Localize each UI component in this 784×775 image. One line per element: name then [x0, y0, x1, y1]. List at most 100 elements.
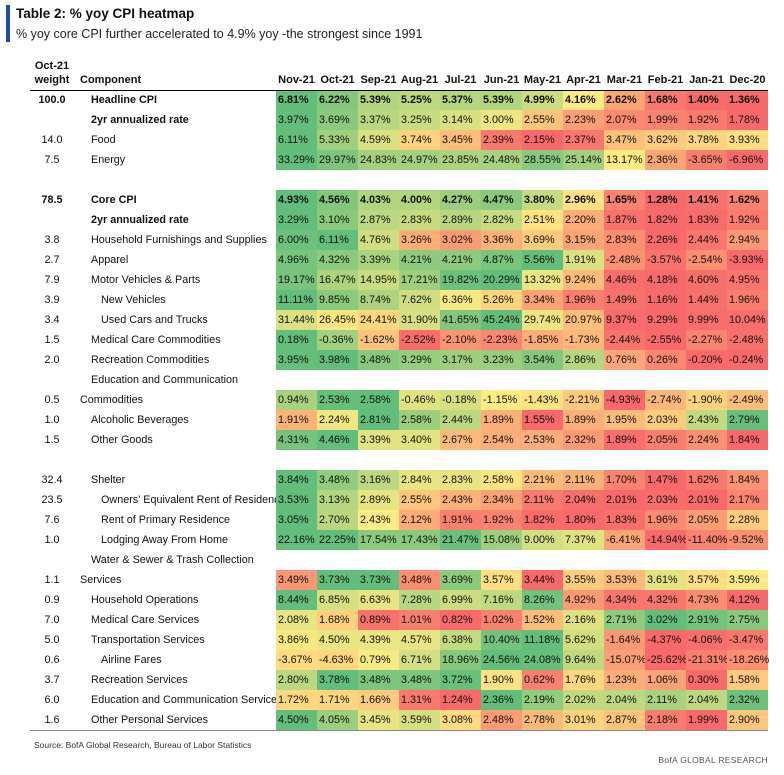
header-rule: [30, 90, 768, 91]
month-header: Dec-20: [729, 74, 766, 86]
row-weight: 1.6: [44, 714, 60, 726]
heatmap-cell: 3.86%: [276, 630, 317, 650]
row-weight: [30, 370, 74, 390]
footer-brand: BofA GLOBAL RESEARCH: [658, 755, 768, 765]
row-label: Food: [91, 134, 116, 146]
heatmap-cell: 4.50%: [276, 710, 317, 730]
heatmap-cell: 1.90%: [481, 670, 522, 690]
heatmap-cell: 26.45%: [317, 310, 358, 330]
heatmap-cell: 1.66%: [358, 690, 399, 710]
heatmap-cell: 3.61%: [645, 570, 686, 590]
heatmap-cell: 17.54%: [358, 530, 399, 550]
heatmap-cell: 1.55%: [522, 410, 563, 430]
heatmap-cell: 29.97%: [317, 150, 358, 170]
heatmap-cell: 9.29%: [645, 310, 686, 330]
heatmap-cell: 1.70%: [604, 470, 645, 490]
heatmap-cell: 6.38%: [440, 630, 481, 650]
heatmap-cell: 1.47%: [645, 470, 686, 490]
heatmap-cell: 2.53%: [317, 390, 358, 410]
row-label: Recreation Commodities: [91, 354, 210, 366]
heatmap-cell: -4.06%: [686, 630, 727, 650]
row-weight: 1.5: [44, 434, 60, 446]
table-row: 5.0 Transportation Services 3.86% 4.50% 4.39…: [30, 630, 768, 650]
heatmap-cell: 4.56%: [317, 190, 358, 210]
heatmap-cell: 19.82%: [440, 270, 481, 290]
heatmap-cell: -4.63%: [317, 650, 358, 670]
heatmap-cell: 3.14%: [440, 110, 481, 130]
heatmap-cell: 2.80%: [276, 670, 317, 690]
heatmap-cell: 24.48%: [481, 150, 522, 170]
heatmap-cell: 3.10%: [317, 210, 358, 230]
row-label: Commodities: [80, 394, 143, 406]
row-weight: 6.0: [44, 694, 60, 706]
heatmap-cell: 1.91%: [563, 250, 604, 270]
heatmap-cell: 3.48%: [358, 670, 399, 690]
heatmap-cell: 2.90%: [727, 710, 768, 730]
heatmap-cell: 1.82%: [522, 510, 563, 530]
table-row: 3.8 Household Furnishings and Supplies 6.0…: [30, 230, 768, 250]
heatmap-cell: 5.37%: [440, 90, 481, 110]
heatmap-cell: 1.83%: [686, 210, 727, 230]
heatmap-cell: 1.96%: [645, 510, 686, 530]
heatmap-cell: 1.36%: [727, 90, 768, 110]
table-row: 1.5 Other Goods 4.31% 4.46% 3.39% 3.40% 2.67% 2…: [30, 430, 768, 450]
heatmap-cell: 4.03%: [358, 190, 399, 210]
heatmap-cell: 2.05%: [645, 430, 686, 450]
heatmap-cell: -11.40%: [686, 530, 727, 550]
heatmap-cell: 2.04%: [604, 690, 645, 710]
heatmap-cell: -6.41%: [604, 530, 645, 550]
heatmap-cell: 1.84%: [727, 430, 768, 450]
row-weight: 3.9: [44, 294, 60, 306]
heatmap-cell: 1.62%: [727, 190, 768, 210]
heatmap-cell: 1.96%: [727, 290, 768, 310]
heatmap-cell: 0.76%: [604, 350, 645, 370]
heatmap-cell: 6.00%: [276, 230, 317, 250]
heatmap-cell: 2.87%: [358, 210, 399, 230]
heatmap-cell: 1.89%: [604, 430, 645, 450]
heatmap-cell: 4.59%: [358, 130, 399, 150]
heatmap-cell: 3.25%: [399, 110, 440, 130]
month-header: Mar-21: [606, 74, 643, 86]
heatmap-cell: 3.17%: [440, 350, 481, 370]
month-header: Oct-21: [320, 74, 355, 86]
heatmap-cell: 6.71%: [399, 650, 440, 670]
table-row: 23.5 Owners' Equivalent Rent of Residence…: [30, 490, 768, 510]
heatmap-cell: 2.07%: [604, 110, 645, 130]
heatmap-cell: 2.83%: [440, 470, 481, 490]
heatmap-cell: 2.08%: [276, 610, 317, 630]
heatmap-cell: 2.81%: [358, 410, 399, 430]
row-weight: [30, 210, 74, 230]
heatmap-cell: -1.85%: [522, 330, 563, 350]
heatmap-cell: 2.15%: [522, 130, 563, 150]
table-row: 0.5 Commodities 0.94% 2.53% 2.58% -0.46% -0.18…: [30, 390, 768, 410]
heatmap-cell: 2.03%: [645, 490, 686, 510]
row-label: New Vehicles: [101, 294, 166, 306]
heatmap-cell: 9.64%: [563, 650, 604, 670]
row-label: Used Cars and Trucks: [101, 314, 208, 326]
heatmap-cell: -0.20%: [686, 350, 727, 370]
heatmap-cell: 17.43%: [399, 530, 440, 550]
table-title: Table 2: % yoy CPI heatmap: [16, 6, 195, 21]
heatmap-cell: -2.10%: [440, 330, 481, 350]
heatmap-cell: -4.93%: [604, 390, 645, 410]
heatmap-cell: 4.93%: [276, 190, 317, 210]
heatmap-cell: 3.78%: [686, 130, 727, 150]
month-header: Aug-21: [400, 74, 439, 86]
heatmap-cell: 3.02%: [440, 230, 481, 250]
heatmap-cell: -6.96%: [727, 150, 768, 170]
table-row: 1.1 Services 3.49% 3.73% 3.73% 3.48% 3.69% 3.57…: [30, 570, 768, 590]
heatmap-cell: 2.21%: [522, 470, 563, 490]
heatmap-cell: 13.32%: [522, 270, 563, 290]
heatmap-cell: 4.00%: [399, 190, 440, 210]
heatmap-cell: 8.74%: [358, 290, 399, 310]
heatmap-cell: 1.82%: [645, 210, 686, 230]
table-row: 6.0 Education and Communication Services 1…: [30, 690, 768, 710]
month-header: Apr-21: [566, 74, 601, 86]
heatmap-cell: -1.64%: [604, 630, 645, 650]
heatmap-cell: 1.99%: [645, 110, 686, 130]
heatmap-cell: 3.57%: [481, 570, 522, 590]
row-weight: 2.0: [44, 354, 60, 366]
row-weight: 1.0: [44, 414, 60, 426]
heatmap-cell: -2.54%: [686, 250, 727, 270]
row-weight: 1.1: [44, 574, 60, 586]
